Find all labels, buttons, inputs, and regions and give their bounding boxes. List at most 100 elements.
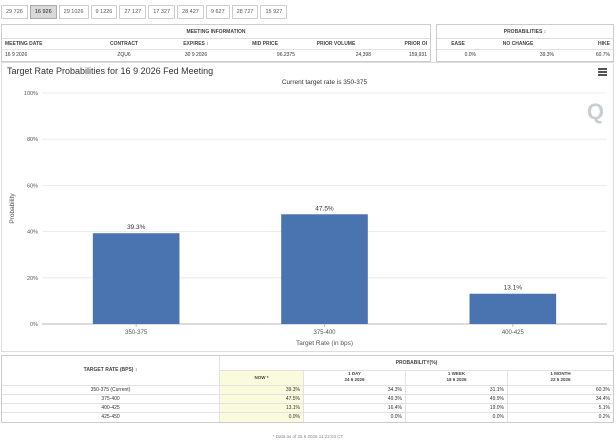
probability-cell: 16.4% (304, 404, 406, 412)
x-tick-label: 350-375 (125, 330, 148, 336)
column-label: NOW * (254, 375, 269, 380)
probability-column-header: 1 DAY 24 6 2026 (304, 371, 406, 385)
column-date: 24 6 2026 (344, 377, 365, 382)
column-label: 1 DAY (348, 371, 361, 376)
bar-350-375 (92, 233, 180, 324)
target-rate-cell: 425-450 (2, 413, 220, 422)
probabilities-header[interactable]: PROBABILITIES ↕ (437, 25, 613, 39)
probability-cell: 0.0% (406, 413, 508, 422)
bar-value-label: 47.5% (315, 205, 334, 212)
contract-value: ZQU6 (117, 52, 131, 58)
probability-column-header: 1 MONTH 22 5 2026 (508, 371, 613, 385)
probability-column-header: NOW * (220, 371, 304, 385)
probability-rows: 350-375 (Current) 39.3% 34.3% 31.1% 60.3% 375… (2, 386, 613, 422)
col-ease: EASE (451, 41, 465, 47)
expires-value: 30 9 2026 (184, 52, 208, 58)
column-date: 22 5 2026 (550, 377, 571, 382)
col-meeting-date: MEETING DATE (5, 41, 43, 47)
meeting-information-table: MEETING INFORMATION MEETING DATE CONTRAC… (1, 24, 431, 62)
table-row: 425-450 0.0% 0.0% 0.0% 0.2% (2, 413, 613, 422)
table-row: 375-400 47.5% 49.3% 49.9% 34.4% (2, 395, 613, 404)
y-tick-label: 20% (27, 276, 38, 282)
column-date: 18 6 2026 (446, 377, 467, 382)
hike-value: 60.7% (595, 52, 610, 58)
probability-cell: 5.1% (598, 405, 610, 411)
y-tick-label: 60% (27, 183, 38, 189)
bar-375-400 (281, 214, 368, 324)
target-rate-cell: 350-375 (Current) (2, 386, 220, 394)
meeting-date-tab[interactable]: 17 327 (148, 5, 176, 19)
bottom-table-header: TARGET RATE (BPS) ↕ PROBABILITY(%) NOW *… (2, 356, 613, 386)
meeting-date-tab[interactable]: 29 726 (1, 5, 28, 19)
col-prior-volume: PRIOR VOLUME (316, 41, 356, 47)
chart-subtitle: Current target rate is 350-375 (282, 79, 368, 86)
target-rate-header[interactable]: TARGET RATE (BPS) ↕ (2, 356, 220, 385)
hamburger-menu-icon[interactable] (598, 68, 607, 76)
prior-volume-value: 24,398 (355, 52, 371, 58)
meeting-date-tab[interactable]: 27 127 (119, 5, 147, 19)
meeting-date-tab[interactable]: 28 727 (231, 5, 259, 19)
probability-cell: 0.2% (598, 414, 610, 420)
bar-value-label: 13.1% (504, 285, 523, 292)
probability-cell: 19.0% (406, 404, 508, 412)
chart-panel: Target Rate Probabilities for 16 9 2026 … (1, 62, 614, 352)
meeting-date-tab[interactable]: 28 427 (177, 5, 204, 19)
probability-cell: 60.3% (595, 387, 610, 393)
probability-cell: 34.3% (304, 386, 406, 394)
target-rate-probability-table: TARGET RATE (BPS) ↕ PROBABILITY(%) NOW *… (1, 355, 614, 423)
meeting-date-value: 16 9 2026 (5, 52, 28, 58)
meeting-date-tab[interactable]: 9 1226 (90, 5, 118, 19)
probability-cell: 0.0% (220, 413, 304, 422)
probability-cell: 31.1% (406, 386, 508, 394)
target-rate-cell: 375-400 (2, 395, 220, 403)
col-no-change: NO CHANGE (502, 41, 534, 47)
y-tick-label: 80% (27, 137, 38, 143)
probability-cell: 34.4% (595, 396, 610, 402)
x-tick-label: 375-400 (313, 330, 336, 336)
target-rate-cell: 400-425 (2, 404, 220, 412)
col-contract: CONTRACT (109, 41, 139, 47)
mid-price-value: 96.2375 (276, 52, 295, 58)
data-timestamp-footnote: * Data as of 25 6 2026 11:22:03 CT (272, 434, 344, 439)
meeting-info-column-headers: MEETING DATE CONTRACT EXPIRES ↕ MID PRIC… (2, 39, 430, 50)
probability-cell: 39.3% (220, 386, 304, 394)
meeting-date-tabs: 29 726 16 926 29 1026 9 1226 27 127 17 327 28 … (1, 5, 289, 19)
column-label: 1 MONTH (550, 371, 571, 376)
table-row: 350-375 (Current) 39.3% 34.3% 31.1% 60.3% (2, 386, 613, 395)
chart-title: Target Rate Probabilities for 16 9 2026 … (7, 66, 214, 76)
meeting-date-tab[interactable]: 15 927 (260, 5, 288, 19)
column-label: 1 WEEK (447, 371, 466, 376)
meeting-date-tab[interactable]: 29 1026 (58, 5, 89, 19)
col-hike: HIKE (598, 41, 610, 47)
prior-oi-value: 159,931 (408, 52, 427, 58)
probability-cell: 49.9% (406, 395, 508, 403)
probabilities-row: 0.0% 39.3% 60.7% (437, 50, 613, 61)
x-tick-label: 400-425 (502, 330, 525, 336)
col-mid-price: MID PRICE (252, 41, 278, 47)
ease-value: 0.0% (464, 52, 476, 58)
col-expires[interactable]: EXPIRES ↕ (183, 41, 209, 47)
probability-cell: 49.3% (304, 395, 406, 403)
bar-value-label: 39.3% (127, 224, 146, 231)
y-tick-label: 100% (24, 91, 38, 97)
table-row: 400-425 13.1% 16.4% 19.0% 5.1% (2, 404, 613, 413)
no-change-value: 39.3% (539, 52, 554, 58)
meeting-information-header: MEETING INFORMATION (2, 25, 430, 39)
probability-cell: 13.1% (220, 404, 304, 412)
meeting-date-tab[interactable]: 9 627 (205, 5, 230, 19)
probability-cell: 0.0% (304, 413, 406, 422)
meeting-info-row: 16 9 2026 ZQU6 30 9 2026 96.2375 24,398 … (2, 50, 430, 61)
meeting-date-tab[interactable]: 16 926 (29, 5, 57, 19)
probability-column-header: 1 WEEK 18 6 2026 (406, 371, 508, 385)
probabilities-column-headers: EASE NO CHANGE HIKE (437, 39, 613, 50)
probability-bar-chart: Current target rate is 350-375 0% 20% 40% 60… (9, 79, 607, 347)
y-tick-label: 0% (30, 322, 38, 328)
probabilities-summary-table: PROBABILITIES ↕ EASE NO CHANGE HIKE 0.0%… (436, 24, 614, 62)
probability-header: PROBABILITY(%) (220, 356, 613, 371)
probability-cell: 47.5% (220, 395, 304, 403)
col-prior-oi: PRIOR OI (404, 41, 427, 47)
x-axis-label: Target Rate (in bps) (296, 340, 353, 347)
bar-400-425 (469, 293, 557, 324)
probability-column-headers: NOW * 1 DAY 24 6 2026 1 WEEK 18 6 2026 1 MONT… (220, 371, 613, 385)
q-logo: Q (586, 99, 604, 124)
